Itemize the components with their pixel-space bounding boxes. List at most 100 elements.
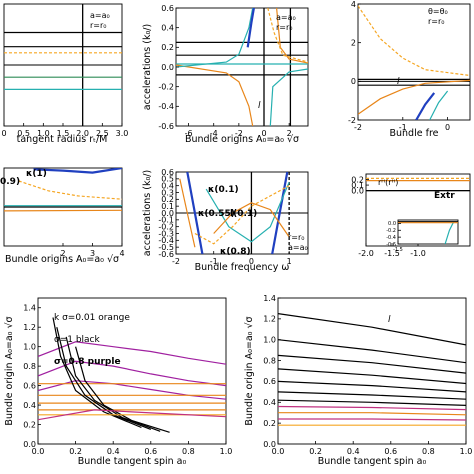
y-tick-label: 0.6	[161, 168, 174, 177]
series-line	[278, 412, 466, 416]
y-tick-label: -0.6	[158, 122, 174, 131]
annotation: l(0.1)	[230, 209, 257, 219]
y-tick-label: -0.4	[158, 236, 174, 245]
series-line	[267, 8, 308, 63]
x-tick-label: -2	[172, 257, 180, 266]
x-tick-label: 0.8	[182, 447, 195, 456]
x-tick-label: 1.0	[220, 447, 233, 456]
x-axis-label: Bundle origins A₀=a₀ √σ	[5, 254, 119, 265]
series-line	[278, 418, 466, 421]
y-tick-label: 0.8	[263, 356, 276, 365]
series-line	[205, 182, 290, 243]
series-line	[276, 8, 308, 64]
y-tick-label: 0.4	[263, 398, 276, 407]
x-tick-label: 4	[119, 249, 124, 258]
y-tick-label: 1.2	[23, 323, 36, 332]
x-tick-label: 2.0	[76, 129, 89, 138]
legend-entry: σ=0.8 purple	[54, 357, 121, 367]
annotation: 0.9)	[0, 177, 20, 187]
x-tick-label: 0.4	[347, 447, 360, 456]
y-tick-label: -0.2	[158, 222, 174, 231]
y-tick-label: -0.2	[158, 82, 174, 91]
y-tick-label: 1.2	[263, 315, 276, 324]
x-tick-label: -1.0	[410, 249, 426, 258]
y-tick-label: -0.1	[158, 216, 174, 225]
y-tick-label: 0.1	[161, 202, 174, 211]
y-tick-label: 0.8	[23, 362, 36, 371]
series-line	[213, 202, 290, 238]
x-tick-label: 1	[287, 257, 292, 266]
series-line	[444, 221, 455, 244]
series-line	[38, 409, 226, 421]
y-tick-label: -0.5	[158, 243, 174, 252]
x-tick-label: -2	[235, 129, 243, 138]
y-tick-label: 2	[351, 38, 356, 47]
x-tick-label: 0.8	[422, 447, 435, 456]
x-axis-label: Bundle tangent spin a₀	[78, 456, 187, 467]
plot-area	[278, 313, 466, 426]
legend-entry: σ=1 black	[54, 335, 101, 345]
x-tick-label: 2	[287, 129, 292, 138]
y-tick-label: 0.4	[23, 401, 36, 410]
x-tick-label: 0.4	[107, 447, 120, 456]
y-tick-label: 0.0	[161, 63, 174, 72]
x-tick-label: 3	[90, 249, 95, 258]
y-tick-label: -0.6	[158, 250, 174, 259]
legend-entry: rᴴ(rᴴ)	[378, 178, 398, 187]
plot-frame	[397, 219, 459, 245]
panel-6: -2.0 -1.5 -1.00.20.10.0rᴴ(rᴴ)Extr	[351, 173, 471, 258]
x-axis-label: Bundle origins A₀=a₀ √σ	[185, 134, 299, 145]
x-tick-label: -1.5	[393, 247, 403, 253]
series-line	[18, 180, 122, 200]
x-tick-label: -1	[210, 257, 218, 266]
y-tick-label: -0.6	[386, 242, 396, 248]
x-tick-label: -1	[399, 123, 407, 132]
y-tick-label: 0.0	[161, 209, 174, 218]
legend-entry: r=r₀	[276, 23, 293, 32]
x-tick-label: 0	[445, 123, 450, 132]
y-tick-label: 0.6	[161, 4, 174, 13]
annotation: l	[258, 101, 261, 111]
plot-area	[4, 4, 122, 126]
panel-3: -2 -1 0 -2 0 2 4 Bundle fre θ=θ₀r=r₀ l	[348, 0, 471, 139]
y-axis-label: accelerations (k₀/)	[142, 24, 153, 110]
y-tick-label: 0.0	[23, 440, 36, 449]
y-tick-label: -2	[348, 116, 356, 125]
y-tick-label: 0	[351, 77, 356, 86]
x-tick-label: -4	[210, 129, 218, 138]
panel-5: -2 -1 0 1-0.6-0.5-0.4-0.3-0.2-0.10.00.10.20…	[142, 168, 309, 273]
x-tick-label: 1.0	[37, 129, 50, 138]
y-tick-label: 0.2	[23, 420, 36, 429]
plot-area	[176, 172, 308, 254]
plot-area	[4, 168, 122, 212]
x-tick-label: 0	[1, 129, 6, 138]
legend-entry: θ=θ₀	[428, 7, 448, 16]
series-line	[278, 313, 466, 346]
annotation: Extr	[434, 191, 455, 201]
y-tick-label: 1.0	[263, 336, 276, 345]
y-tick-label: -0.4	[158, 102, 174, 111]
x-tick-label: 3.0	[116, 129, 129, 138]
panel-8: 0.0 0.2 0.4 0.6 0.8 1.0 0.0 0.2 0.4 0.6 0.8 1.0 1.2 1…	[244, 294, 472, 467]
y-tick-label: 0.0	[263, 440, 276, 449]
series-line	[271, 172, 289, 254]
series-line	[38, 341, 226, 365]
legend-entry: r=r₀	[288, 233, 305, 242]
y-tick-label: 1.4	[263, 294, 276, 303]
series-line	[278, 391, 466, 400]
series-line	[269, 68, 308, 126]
x-tick-label: 0.0	[32, 447, 45, 456]
series-line	[38, 380, 226, 400]
y-axis-label: Bundle origin A₀=a₀ √σ	[4, 316, 15, 425]
x-tick-label: -2	[354, 123, 362, 132]
series-line	[278, 405, 466, 411]
y-axis-label: Bundle origin A₀=a₀ √σ	[244, 316, 255, 425]
legend-entry: a=a₀	[288, 243, 308, 252]
series-line	[176, 8, 254, 68]
series-line	[38, 360, 226, 387]
x-tick-label: 1.0	[460, 447, 473, 456]
y-tick-label: 0.2	[263, 419, 276, 428]
series-line	[33, 168, 122, 174]
legend-entry: r=r₀	[428, 17, 445, 26]
legend-entry: k σ=0.01 orange	[54, 313, 130, 323]
